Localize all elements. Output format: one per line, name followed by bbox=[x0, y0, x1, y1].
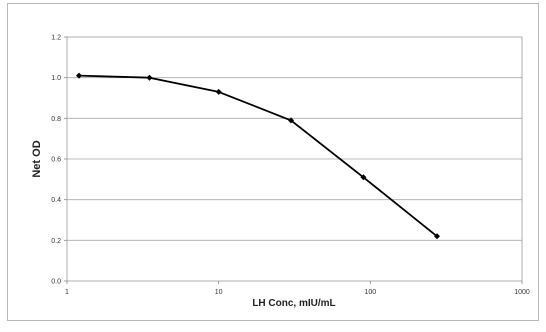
series-line bbox=[78, 74, 438, 238]
y-tick-label: 1.0 bbox=[51, 75, 61, 82]
x-tick-label: 1000 bbox=[514, 289, 530, 296]
data-point-marker bbox=[76, 72, 82, 79]
data-point-marker bbox=[434, 233, 440, 240]
y-tick-label: 0.0 bbox=[51, 279, 61, 286]
y-tick-label: 0.2 bbox=[51, 238, 61, 245]
data-point-marker bbox=[360, 174, 367, 181]
y-tick-label: 1.2 bbox=[51, 35, 61, 42]
x-tick-label: 100 bbox=[364, 289, 376, 296]
x-axis-title: LH Conc, mIU/mL bbox=[252, 298, 335, 309]
data-point-marker bbox=[146, 74, 153, 81]
x-tick-label: 1 bbox=[65, 289, 69, 296]
y-tick-label: 0.6 bbox=[51, 157, 61, 164]
y-tick-label: 0.4 bbox=[51, 197, 61, 204]
x-tick-label: 10 bbox=[215, 289, 223, 296]
data-point-marker bbox=[288, 117, 294, 124]
y-tick-label: 0.8 bbox=[51, 116, 61, 123]
y-axis-title: Net OD bbox=[31, 140, 43, 177]
data-point-marker bbox=[215, 88, 222, 95]
